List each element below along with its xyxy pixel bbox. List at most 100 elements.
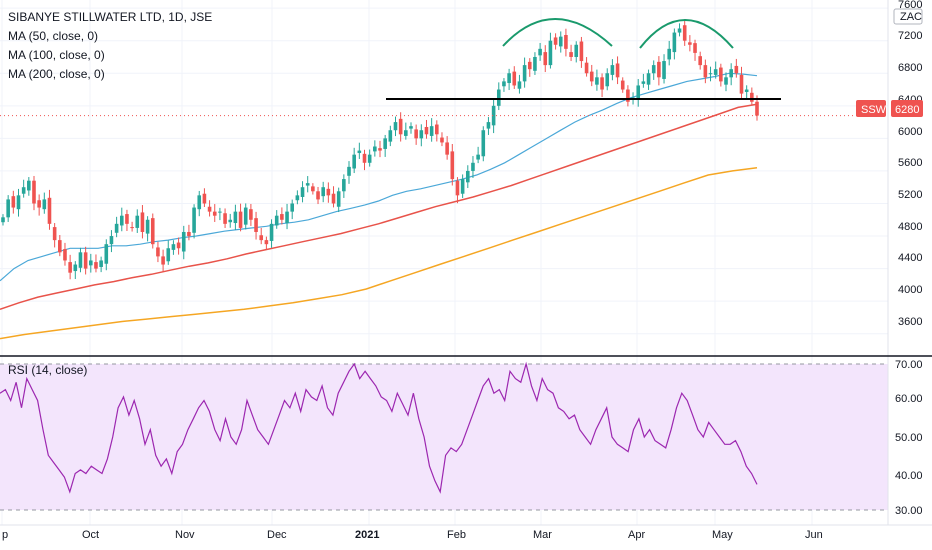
rsi-line bbox=[0, 361, 758, 494]
candle-body bbox=[533, 56, 537, 71]
candle-body bbox=[435, 124, 439, 135]
candle-body bbox=[517, 81, 522, 89]
candle-body bbox=[352, 154, 356, 169]
candle-body bbox=[744, 89, 749, 92]
symbol-label: SSW bbox=[861, 104, 887, 116]
candle-body bbox=[724, 77, 728, 85]
candle-body bbox=[176, 242, 181, 249]
price-tick: 4400 bbox=[898, 252, 922, 264]
candle-body bbox=[404, 130, 408, 136]
candle-body bbox=[104, 244, 109, 264]
price-tick: 5200 bbox=[898, 189, 922, 201]
candle-body bbox=[331, 193, 336, 204]
candle-body bbox=[682, 25, 687, 41]
candle-body bbox=[316, 191, 320, 200]
candle-body bbox=[367, 154, 372, 163]
candle-body bbox=[460, 179, 465, 194]
time-axis[interactable]: p Oct Nov Dec 2021 Feb Mar Apr May Jun bbox=[2, 529, 823, 541]
candle-body bbox=[83, 252, 88, 269]
candle-body bbox=[342, 179, 346, 192]
candle-body bbox=[615, 63, 620, 78]
ma200-path bbox=[0, 166, 758, 340]
time-tick: 2021 bbox=[355, 529, 379, 541]
candle-body bbox=[47, 197, 52, 224]
candle-body bbox=[755, 101, 759, 116]
candle-body bbox=[636, 85, 641, 100]
candle-body bbox=[481, 130, 486, 157]
candle-body bbox=[522, 65, 527, 82]
candle-body bbox=[6, 199, 10, 218]
candle-body bbox=[388, 130, 393, 142]
candle-body bbox=[336, 191, 341, 207]
candle-body bbox=[713, 69, 718, 75]
candle-body bbox=[94, 262, 98, 269]
time-tick: May bbox=[712, 529, 733, 541]
time-tick: p bbox=[2, 529, 8, 541]
candle-body bbox=[646, 73, 651, 85]
candle-body bbox=[161, 256, 165, 265]
ma200-legend[interactable]: MA (200, close, 0) bbox=[8, 67, 105, 81]
candle-body bbox=[564, 35, 568, 49]
price-axis[interactable]: 7600 7200 6800 6400 6000 5600 5200 4800 … bbox=[898, 0, 922, 328]
candle-body bbox=[605, 73, 610, 87]
candle-body bbox=[527, 61, 532, 70]
candle-body bbox=[677, 28, 682, 33]
candle-body bbox=[739, 74, 744, 94]
rsi-axis[interactable]: 70.00 60.00 50.00 40.00 30.00 bbox=[895, 359, 923, 517]
candle-body bbox=[641, 81, 646, 84]
candle-body bbox=[73, 264, 78, 272]
candle-body bbox=[688, 42, 692, 45]
candle-body bbox=[734, 65, 739, 74]
last-price-label: 6280 bbox=[895, 104, 919, 116]
candle-body bbox=[610, 65, 615, 75]
candle-body bbox=[16, 195, 21, 210]
candle-body bbox=[667, 48, 672, 60]
candle-body bbox=[383, 138, 387, 149]
candle-body bbox=[548, 40, 553, 66]
candle-body bbox=[78, 252, 83, 268]
candle-body bbox=[750, 92, 754, 102]
ma100-legend[interactable]: MA (100, close, 0) bbox=[8, 48, 105, 62]
candle-body bbox=[440, 137, 444, 143]
candle-body bbox=[181, 231, 186, 252]
candle-body bbox=[657, 61, 661, 78]
candle-body bbox=[620, 80, 625, 90]
candle-body bbox=[584, 62, 589, 74]
rsi-tick: 50.00 bbox=[895, 432, 923, 444]
pattern-drawings[interactable] bbox=[386, 18, 781, 100]
candle-body bbox=[68, 262, 72, 273]
rsi-legend[interactable]: RSI (14, close) bbox=[8, 363, 88, 377]
candle-body bbox=[729, 69, 733, 78]
candle-body bbox=[11, 196, 16, 208]
candle-body bbox=[321, 187, 325, 197]
candle-body bbox=[357, 150, 362, 154]
candle-body bbox=[63, 249, 67, 261]
currency-badge[interactable]: ZAC bbox=[893, 8, 923, 25]
candle-body bbox=[269, 223, 274, 241]
price-tick: 4800 bbox=[898, 221, 922, 233]
candle-body bbox=[719, 67, 723, 82]
candle-body bbox=[21, 187, 26, 194]
candle-body bbox=[502, 81, 506, 87]
candle-body bbox=[672, 32, 677, 53]
candle-body bbox=[708, 73, 713, 75]
last-price-badge[interactable]: SSW 6280 bbox=[856, 100, 923, 117]
candle-body bbox=[295, 195, 300, 201]
candle-body bbox=[703, 65, 708, 78]
rsi-tick: 70.00 bbox=[895, 359, 923, 371]
ma50-legend[interactable]: MA (50, close, 0) bbox=[8, 29, 99, 43]
candle-body bbox=[109, 236, 114, 245]
candle-body bbox=[326, 188, 331, 196]
candle-body bbox=[373, 146, 377, 152]
candle-body bbox=[52, 227, 57, 241]
candle-body bbox=[290, 203, 295, 212]
candle-body bbox=[543, 52, 548, 66]
candle-body bbox=[187, 231, 191, 237]
candle-body bbox=[626, 89, 630, 102]
candle-body bbox=[150, 218, 155, 245]
candle-body bbox=[476, 154, 480, 160]
candle-body bbox=[99, 260, 103, 267]
candle-body bbox=[243, 207, 248, 225]
candle-body bbox=[42, 199, 47, 210]
